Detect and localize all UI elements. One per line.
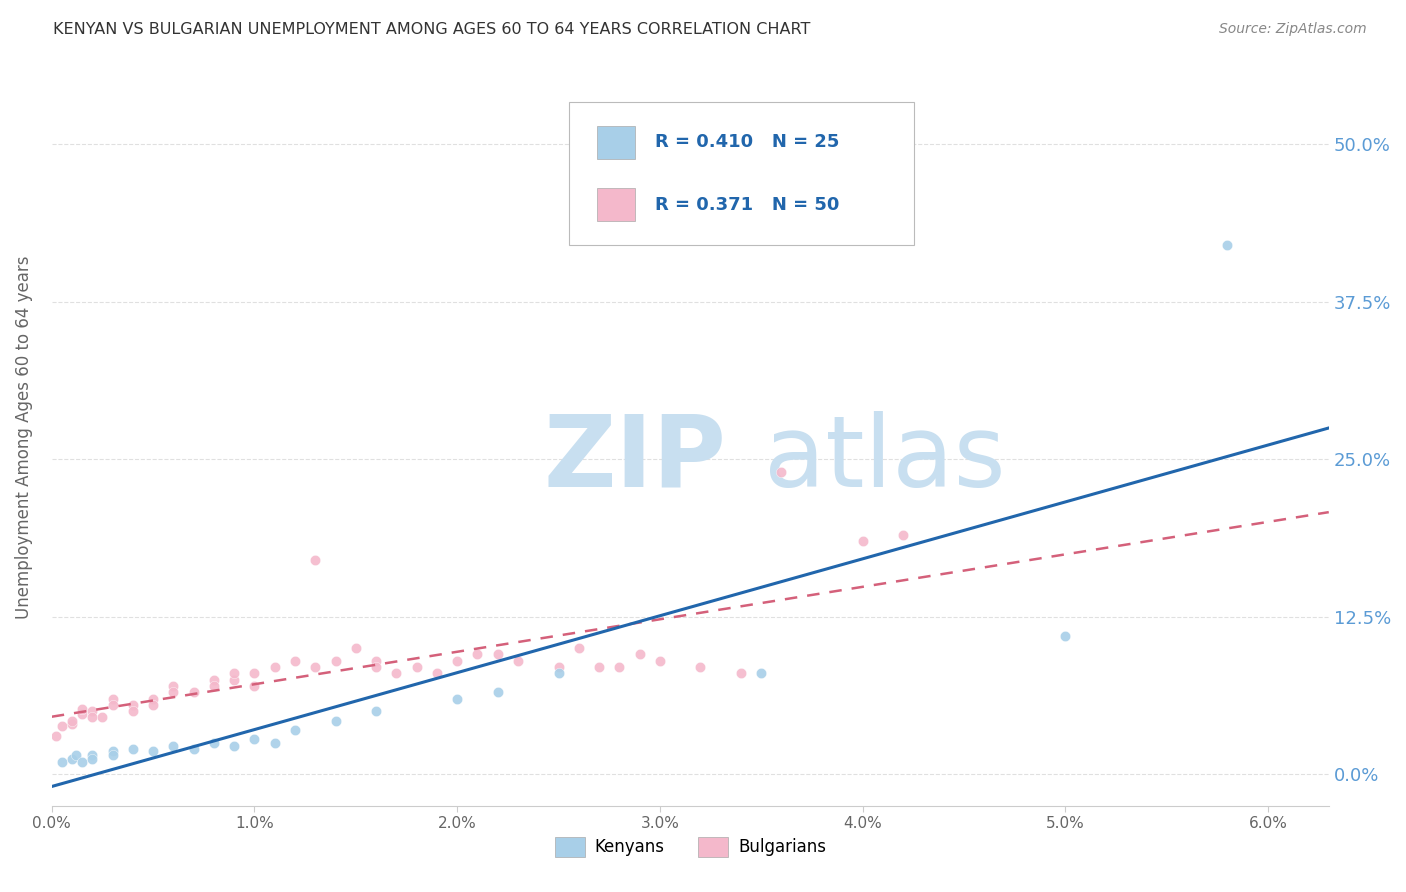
Point	[91, 710, 114, 724]
Point	[263, 736, 285, 750]
Point	[51, 755, 73, 769]
Point	[65, 748, 87, 763]
FancyBboxPatch shape	[569, 102, 914, 245]
Point	[325, 654, 347, 668]
Point	[891, 528, 914, 542]
Point	[202, 679, 225, 693]
Text: Source: ZipAtlas.com: Source: ZipAtlas.com	[1219, 22, 1367, 37]
Text: atlas: atlas	[765, 410, 1005, 508]
Point	[689, 660, 711, 674]
Point	[426, 666, 449, 681]
Text: R = 0.410   N = 25: R = 0.410 N = 25	[655, 133, 839, 152]
Point	[568, 641, 591, 656]
Text: ZIP: ZIP	[543, 410, 727, 508]
Point	[1054, 629, 1077, 643]
Point	[162, 679, 184, 693]
Point	[588, 660, 610, 674]
Point	[770, 465, 793, 479]
Point	[224, 666, 246, 681]
Point	[405, 660, 427, 674]
Point	[284, 654, 307, 668]
Point	[101, 698, 124, 712]
Point	[486, 685, 509, 699]
Point	[243, 679, 266, 693]
Point	[648, 654, 671, 668]
Point	[202, 673, 225, 687]
Point	[304, 553, 326, 567]
Point	[162, 739, 184, 754]
Bar	[598, 126, 636, 159]
Y-axis label: Unemployment Among Ages 60 to 64 years: Unemployment Among Ages 60 to 64 years	[15, 255, 32, 619]
Point	[51, 719, 73, 733]
Point	[70, 706, 93, 721]
Point	[60, 752, 83, 766]
Point	[344, 641, 367, 656]
Text: KENYAN VS BULGARIAN UNEMPLOYMENT AMONG AGES 60 TO 64 YEARS CORRELATION CHART: KENYAN VS BULGARIAN UNEMPLOYMENT AMONG A…	[53, 22, 811, 37]
Point	[121, 742, 143, 756]
Point	[162, 685, 184, 699]
Point	[202, 736, 225, 750]
Point	[325, 714, 347, 729]
Point	[142, 698, 165, 712]
Point	[607, 660, 630, 674]
Point	[60, 714, 83, 729]
Point	[70, 701, 93, 715]
Point	[628, 648, 651, 662]
Point	[284, 723, 307, 737]
Point	[183, 685, 205, 699]
Point	[304, 660, 326, 674]
Point	[70, 755, 93, 769]
Point	[121, 704, 143, 718]
Bar	[598, 188, 636, 221]
Point	[243, 731, 266, 746]
Point	[446, 654, 468, 668]
Point	[364, 654, 387, 668]
Point	[243, 666, 266, 681]
Point	[1216, 238, 1239, 252]
Point	[364, 704, 387, 718]
Point	[467, 648, 489, 662]
Point	[142, 691, 165, 706]
Point	[101, 744, 124, 758]
Point	[224, 739, 246, 754]
Point	[82, 704, 104, 718]
Point	[183, 742, 205, 756]
Point	[730, 666, 752, 681]
Point	[224, 673, 246, 687]
Point	[506, 654, 529, 668]
Point	[101, 748, 124, 763]
Point	[82, 748, 104, 763]
Point	[547, 666, 569, 681]
Point	[749, 666, 772, 681]
Point	[121, 698, 143, 712]
Point	[45, 730, 67, 744]
Point	[446, 691, 468, 706]
Point	[385, 666, 408, 681]
Text: R = 0.371   N = 50: R = 0.371 N = 50	[655, 196, 839, 214]
Point	[851, 534, 873, 549]
Point	[547, 660, 569, 674]
Point	[101, 691, 124, 706]
Point	[60, 716, 83, 731]
Point	[82, 752, 104, 766]
Point	[263, 660, 285, 674]
Point	[364, 660, 387, 674]
Point	[486, 648, 509, 662]
Point	[142, 744, 165, 758]
Legend: Kenyans, Bulgarians: Kenyans, Bulgarians	[548, 830, 832, 863]
Point	[82, 710, 104, 724]
